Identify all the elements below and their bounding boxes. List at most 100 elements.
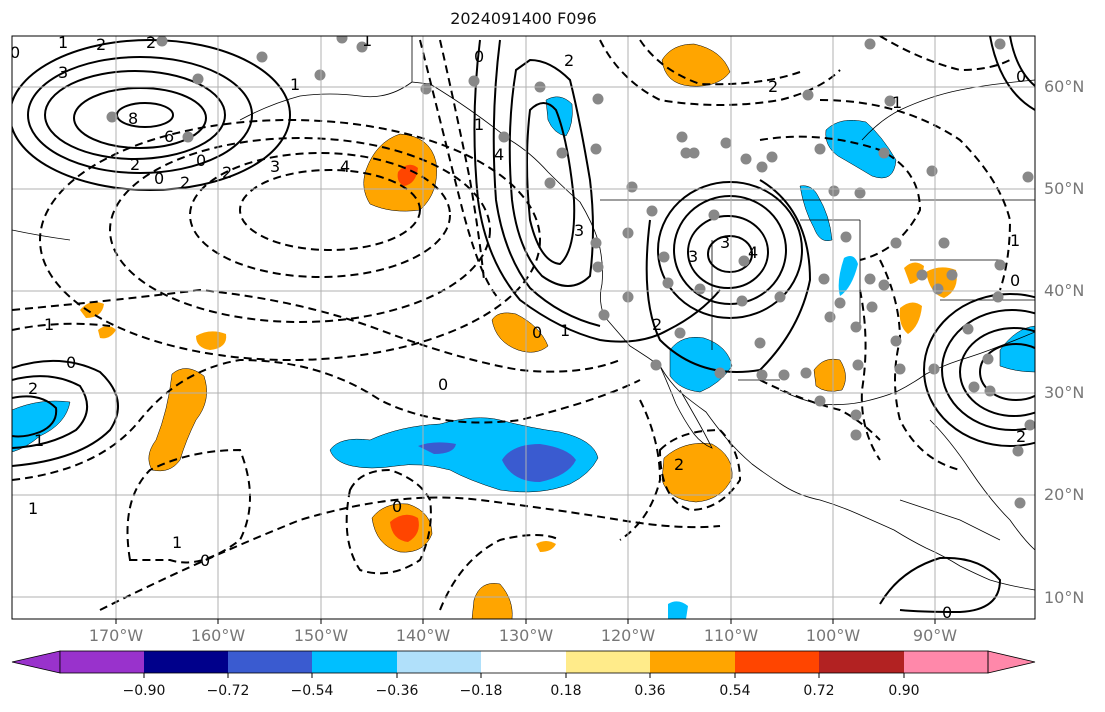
contour-west-1 — [12, 359, 119, 467]
colorbar-bin — [650, 651, 735, 673]
map-title: 2024091400 F096 — [450, 9, 597, 28]
contour-label: 0 — [196, 151, 206, 170]
contour-dashed-pacific-4 — [39, 119, 541, 361]
contour-low-west-2 — [673, 195, 787, 305]
strong-negative-small — [418, 442, 456, 454]
colorbar-bin — [60, 651, 144, 673]
contour-east-1 — [923, 293, 1035, 447]
positive-anomaly-texas — [813, 358, 846, 392]
contour-dashed-midpac-2 — [439, 39, 485, 281]
contour-gyre-aleutian-4 — [73, 87, 207, 149]
contour-ridge-4 — [526, 102, 576, 266]
contour-ridge-2 — [492, 39, 601, 327]
contour-label: 0 — [532, 323, 542, 342]
contour-label: 3 — [270, 157, 280, 176]
lon-label: 110°W — [703, 626, 759, 645]
colorbar-bin — [144, 651, 228, 673]
contour-label: 0 — [1016, 67, 1026, 86]
contour-label: 2 — [564, 51, 574, 70]
contour-label: 1 — [1010, 231, 1020, 250]
contour-label: 6 — [164, 127, 174, 146]
graticule — [12, 36, 1035, 619]
colorbar-extend-high — [987, 650, 1036, 674]
lon-label: 170°W — [88, 626, 144, 645]
positive-anomaly-west-pacific — [148, 368, 207, 472]
positive-anomaly-baja — [661, 443, 733, 503]
lon-ticks — [115, 619, 936, 624]
contour-dashed-pacific-5 — [12, 288, 621, 373]
contour-dashed-south-1 — [99, 496, 721, 611]
colorbar-tick-label: −0.18 — [459, 683, 503, 699]
contour-label: 1 — [362, 31, 372, 50]
station-dots — [106, 36, 1035, 509]
colorbar-tick-label: −0.54 — [290, 683, 334, 699]
negative-anomaly-small-south — [668, 601, 688, 619]
negative-anomaly-plains — [799, 185, 833, 241]
colorbar-tick-label: 0.72 — [803, 683, 835, 699]
contour-label: 0 — [942, 603, 952, 622]
contour-label: 1 — [172, 533, 182, 552]
contour-gyre-aleutian-1 — [12, 39, 291, 191]
positive-anomaly-small2 — [196, 331, 227, 350]
colorbar — [11, 650, 1036, 678]
lon-label: 120°W — [600, 626, 656, 645]
colorbar-bin — [819, 651, 904, 673]
contour-label: 4 — [748, 243, 758, 262]
contour-gyre-aleutian-3 — [44, 70, 226, 160]
contour-label: 2 — [28, 379, 38, 398]
contour-labels: 0 1 2 2 3 8 6 2 0 0 2 2 3 4 1 0 2 1 4 3 … — [12, 31, 1026, 622]
colorbar-bin — [397, 651, 481, 673]
negative-anomaly-canada — [825, 120, 897, 179]
contour-label: 1 — [474, 115, 484, 134]
contour-dashed-baja — [658, 428, 742, 512]
colorbar-tick-label: −0.36 — [375, 683, 419, 699]
lon-label: 140°W — [395, 626, 451, 645]
colorbar-tick-label: −0.72 — [206, 683, 250, 699]
contour-label: 0 — [438, 375, 448, 394]
colorbar-frame — [59, 650, 989, 674]
contour-west-3 — [12, 395, 58, 438]
contour-west-2 — [12, 375, 88, 449]
lon-label: 100°W — [805, 626, 861, 645]
map-frame — [11, 35, 1036, 620]
contour-gyre-aleutian-2 — [27, 56, 253, 174]
lat-label: 30°N — [1044, 383, 1085, 402]
negative-anomaly-sw — [669, 337, 733, 393]
contour-label: 1 — [28, 499, 38, 518]
contour-ne-1 — [989, 36, 1035, 111]
contour-label: 3 — [58, 63, 68, 82]
contour-label: 2 — [1016, 427, 1026, 446]
contour-label: 3 — [574, 221, 584, 240]
contour-low-west-1 — [657, 181, 803, 319]
contour-label: 2 — [652, 315, 662, 334]
colorbar-tick-label: −0.90 — [122, 683, 166, 699]
positive-anomaly-small1 — [98, 326, 116, 339]
strong-positive-tropical — [390, 514, 419, 542]
contour-label: 2 — [130, 155, 140, 174]
contour-dashed-pacific-3 — [109, 137, 491, 323]
contour-dashed-mex-1 — [619, 399, 662, 541]
positive-anomaly-south — [471, 583, 513, 619]
negative-anomaly-east — [999, 325, 1035, 373]
colorbar-bin — [735, 651, 819, 673]
contour-dashed-midpac-1 — [419, 39, 501, 301]
lat-label: 50°N — [1044, 179, 1085, 198]
contour-label: 0 — [66, 353, 76, 372]
strong-positive-gulf — [397, 164, 418, 186]
contour-label: 2 — [146, 33, 156, 52]
contour-dashed-pacific-1 — [239, 169, 421, 251]
lon-label: 150°W — [293, 626, 349, 645]
positive-anomaly-socal — [491, 312, 549, 353]
dashed-contours — [12, 36, 1012, 611]
contour-label: 1 — [44, 315, 54, 334]
contour-label: 4 — [340, 157, 350, 176]
contour-ne-2 — [1009, 36, 1035, 87]
contour-dashed-east-1 — [879, 259, 961, 471]
strong-negative-central-pacific — [502, 444, 576, 482]
contour-dashed-pacific-2 — [189, 152, 451, 278]
colorbar-extend-low — [11, 650, 61, 674]
colorbar-bin — [566, 651, 650, 673]
contour-dashed-south-2 — [439, 534, 561, 611]
contour-label: 3 — [688, 247, 698, 266]
contour-label: 0 — [1010, 271, 1020, 290]
